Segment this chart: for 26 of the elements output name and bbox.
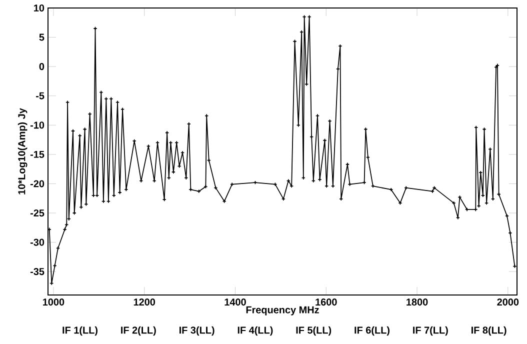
x-tick-label: 1600: [316, 298, 337, 306]
y-tick-label: -5: [36, 92, 44, 100]
y-tick-label: -20: [30, 180, 44, 188]
y-tick-label: -25: [30, 209, 44, 217]
y-tick-label: 10: [34, 4, 44, 12]
y-tick-label: -35: [30, 268, 44, 276]
text: IF 5(LL): [296, 326, 332, 336]
text: IF 6(LL): [354, 326, 390, 336]
x-tick-label: 1400: [224, 298, 246, 306]
y-tick-label: 5: [39, 34, 44, 41]
x-axis-title: Frequency MHz: [246, 306, 319, 316]
y-tick-label: 0: [39, 63, 44, 70]
text: IF 1(LL): [62, 326, 98, 336]
text: IF 8(LL): [471, 326, 506, 336]
x-tick-label: 1200: [134, 298, 156, 306]
y-axis-title: 10*Log10(Amp) Jy: [18, 108, 28, 194]
x-tick-label: 1800: [406, 298, 428, 306]
text: IF 3(LL): [179, 326, 214, 336]
y-tick-label: -15: [30, 150, 44, 158]
text: IF 2(LL): [121, 326, 156, 336]
text: IF 7(LL): [413, 326, 448, 336]
x-tick-label: 2000: [497, 298, 519, 306]
x-tick-label: 1000: [42, 298, 64, 306]
y-tick-label: -10: [30, 122, 44, 129]
text: IF 4(LL): [238, 326, 273, 336]
y-tick-label: -30: [30, 238, 44, 246]
